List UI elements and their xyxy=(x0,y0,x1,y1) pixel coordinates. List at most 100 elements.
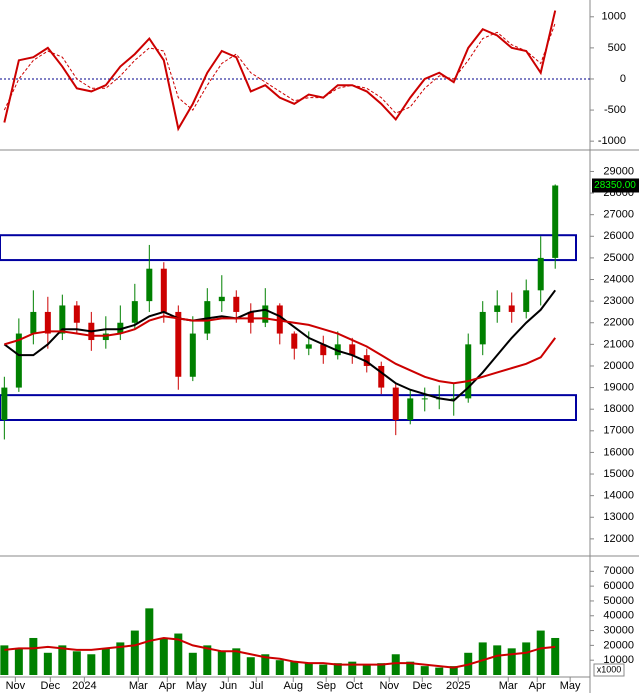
y-tick-label: 50000 xyxy=(603,595,634,607)
y-tick-label: 70000 xyxy=(603,565,634,577)
candle-body xyxy=(30,311,37,334)
candle-body xyxy=(537,257,544,291)
volume-bar xyxy=(551,637,560,675)
candle-body xyxy=(15,333,22,388)
candle-body xyxy=(131,301,138,323)
candle-body xyxy=(523,290,530,312)
volume-bar xyxy=(536,630,545,675)
candle-body xyxy=(117,322,124,334)
y-tick-label: 26000 xyxy=(603,230,634,242)
last-price-box xyxy=(592,178,639,193)
candle-body xyxy=(378,365,385,388)
last-price-label: 28350.00 xyxy=(594,180,636,191)
line xyxy=(4,636,556,669)
candle-body xyxy=(247,311,254,323)
x-tick-label: Apr xyxy=(529,680,546,692)
volume-bar xyxy=(290,661,299,675)
y-tick-label: 23000 xyxy=(603,295,634,307)
volume-bar xyxy=(304,663,313,675)
line xyxy=(3,22,556,114)
y-tick-label: 500 xyxy=(608,42,626,54)
volume-bar xyxy=(406,661,415,675)
candle-body xyxy=(508,305,515,312)
candle-body xyxy=(204,301,211,334)
x-tick-label: May xyxy=(560,680,581,692)
volume-bar xyxy=(522,642,531,675)
candle-body xyxy=(291,333,298,349)
candle-body xyxy=(276,305,283,334)
x-tick-label: Aug xyxy=(283,680,303,692)
y-tick-label: 20000 xyxy=(603,360,634,372)
candle-body xyxy=(552,185,559,258)
x-tick-label: Nov xyxy=(6,680,26,692)
x-tick-label: Nov xyxy=(379,680,399,692)
candle-body xyxy=(349,344,356,356)
candle-body xyxy=(1,387,8,420)
x-tick-label: Dec xyxy=(412,680,432,692)
candle-body xyxy=(73,305,80,323)
line xyxy=(4,315,557,385)
candle-body xyxy=(44,311,51,334)
volume-bar xyxy=(116,642,125,675)
volume-bar xyxy=(188,652,197,675)
x-tick-label: Oct xyxy=(346,680,363,692)
y-tick-label: 0 xyxy=(620,73,626,85)
volume-bar xyxy=(159,637,168,675)
volume-bar xyxy=(14,648,23,675)
x-tick-label: Apr xyxy=(159,680,176,692)
x-tick-label: Mar xyxy=(129,680,148,692)
volume-bar xyxy=(261,654,270,675)
candle-body xyxy=(218,296,225,302)
volume-bar xyxy=(391,654,400,675)
candle-body xyxy=(494,305,501,312)
y-tick-label: 24000 xyxy=(603,273,634,285)
volume-bar xyxy=(377,663,386,675)
volume-bar xyxy=(333,663,342,675)
x-tick-label: Sep xyxy=(316,680,336,692)
y-tick-label: -500 xyxy=(604,104,626,116)
x-tick-label: Jul xyxy=(249,680,263,692)
volume-bar xyxy=(319,664,328,675)
y-tick-label: 29000 xyxy=(603,165,634,177)
candle-body xyxy=(392,387,399,420)
volume-bar xyxy=(101,648,110,675)
candle-body xyxy=(465,344,472,399)
volume-bar xyxy=(507,648,516,675)
volume-bar xyxy=(246,657,255,675)
candle-body xyxy=(320,344,327,356)
candle-body xyxy=(59,305,66,334)
x-tick-label: Jun xyxy=(219,680,237,692)
candle-body xyxy=(421,398,428,400)
candle-body xyxy=(450,398,457,400)
volume-bar xyxy=(87,654,96,675)
volume-bar xyxy=(275,660,284,675)
y-tick-label: 13000 xyxy=(603,511,634,523)
y-tick-label: 15000 xyxy=(603,468,634,480)
volume-bar xyxy=(217,651,226,675)
y-tick-label: 18000 xyxy=(603,403,634,415)
volume-bar xyxy=(493,645,502,675)
unit-box xyxy=(593,663,625,677)
candle-body xyxy=(262,305,269,323)
candle-body xyxy=(305,344,312,349)
y-tick-label: 14000 xyxy=(603,490,634,502)
volume-bar xyxy=(174,633,183,675)
y-tick-label: 1000 xyxy=(602,11,626,23)
x-tick-label: 2024 xyxy=(72,680,96,692)
candle-body xyxy=(189,333,196,377)
y-tick-label: 30000 xyxy=(603,624,634,636)
y-tick-label: 12000 xyxy=(603,533,634,545)
x-tick-label: 2025 xyxy=(446,680,470,692)
y-tick-label: 17000 xyxy=(603,425,634,437)
candle-body xyxy=(160,268,167,312)
volume-bar xyxy=(58,645,67,675)
y-tick-label: 10000 xyxy=(603,654,634,666)
y-tick-label: 21000 xyxy=(603,338,634,350)
line xyxy=(3,289,557,402)
x-tick-label: May xyxy=(186,680,207,692)
y-tick-label: 27000 xyxy=(603,209,634,221)
unit-label: x1000 xyxy=(597,664,622,674)
volume-bar xyxy=(435,667,444,675)
volume-bar xyxy=(449,666,458,675)
